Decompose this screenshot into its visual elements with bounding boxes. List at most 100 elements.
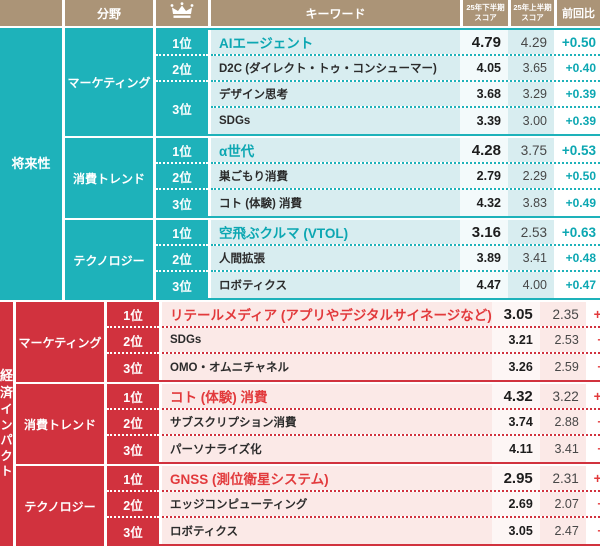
table-row: 1位 α世代 4.28 3.75 +0.53 (156, 138, 600, 164)
keyword-cell: SDGs (211, 108, 460, 134)
rank-badge: 1位 (107, 302, 160, 328)
score-current-cell: 3.05 (491, 518, 540, 544)
diff-cell: +0.64 (585, 466, 600, 490)
rank-badge: 2位 (107, 410, 160, 436)
category-cell: マーケティング (65, 28, 153, 136)
score-previous-cell: 2.88 (539, 410, 586, 434)
score-previous-cell: 2.53 (539, 328, 586, 352)
category-cell: 消費トレンド (16, 384, 105, 464)
score-previous-cell: 3.29 (508, 82, 554, 106)
diff-cell: +0.68 (585, 328, 600, 352)
rank-badge: 3位 (107, 518, 160, 544)
section-label: 経済 インパクト (0, 302, 14, 546)
score-current-cell: 4.32 (491, 384, 540, 408)
score-previous-cell: 4.29 (508, 30, 554, 54)
diff-cell: +0.40 (554, 56, 600, 80)
rank-badge: 3位 (156, 272, 208, 298)
keyword-cell: SDGs (162, 328, 492, 352)
diff-cell: +0.39 (554, 108, 600, 134)
table-row: デザイン思考 3.68 3.29 +0.39 (211, 82, 600, 108)
header-score-current: 25年下半期 スコア (460, 0, 508, 26)
score-current-cell: 3.74 (491, 410, 540, 434)
score-current-cell: 4.79 (460, 30, 508, 54)
score-previous-cell: 2.07 (539, 492, 586, 516)
keyword-cell: エッジコンピューティング (162, 492, 492, 516)
rank-badge: 2位 (156, 246, 208, 272)
score-current-cell: 4.05 (460, 56, 508, 80)
rank-badge: 3位 (156, 190, 208, 216)
category-block-marketing: マーケティング 1位 リテールメディア (アプリやデジタルサイネージなど) 3.… (16, 302, 600, 382)
header-score-previous: 25年上半期 スコア (508, 0, 554, 26)
table-row: 1位 AIエージェント 4.79 4.29 +0.50 (156, 30, 600, 56)
diff-cell: +0.86 (585, 410, 600, 434)
table-row: 1位 GNSS (測位衛星システム) 2.95 2.31 +0.64 (107, 466, 600, 492)
score-previous-cell: 4.00 (508, 272, 554, 298)
section-label: 将来性 (0, 28, 62, 300)
diff-cell: +0.70 (585, 436, 600, 462)
category-block-consumer-trend: 消費トレンド 1位 α世代 4.28 3.75 +0.53 2位 (65, 138, 600, 218)
rank-badge: 1位 (107, 466, 160, 492)
keyword-cell: 空飛ぶクルマ (VTOL) (211, 220, 460, 244)
keyword-cell: デザイン思考 (211, 82, 460, 106)
section-future: 将来性 マーケティング 1位 AIエージェント 4.79 4.29 +0.50 (0, 28, 600, 300)
keyword-cell: サブスクリプション消費 (162, 410, 492, 434)
table-rowgroup-tied: 3位 デザイン思考 3.68 3.29 +0.39 SDGs 3.39 (156, 82, 600, 134)
keyword-cell: GNSS (測位衛星システム) (162, 466, 492, 490)
table-row: 3位 OMO・オムニチャネル 3.26 2.59 +0.67 (107, 354, 600, 380)
score-current-cell: 3.21 (491, 328, 540, 352)
score-previous-cell: 2.31 (539, 466, 586, 490)
table-row: 1位 空飛ぶクルマ (VTOL) 3.16 2.53 +0.63 (156, 220, 600, 246)
table-row: 2位 サブスクリプション消費 3.74 2.88 +0.86 (107, 410, 600, 436)
table-row: 2位 人間拡張 3.89 3.41 +0.48 (156, 246, 600, 272)
score-previous-cell: 2.35 (539, 302, 586, 326)
table-row: SDGs 3.39 3.00 +0.39 (211, 108, 600, 134)
header-rank-cell (156, 0, 208, 26)
table-header-row: 分野 キーワード 25年下半期 スコア 25年上半期 スコア 前回比 (0, 0, 600, 26)
rank-badge: 2位 (156, 56, 208, 82)
diff-cell: +0.39 (554, 82, 600, 106)
rank-badge: 3位 (156, 82, 208, 134)
score-previous-cell: 3.65 (508, 56, 554, 80)
diff-cell: +0.48 (554, 246, 600, 270)
table-row: 2位 SDGs 3.21 2.53 +0.68 (107, 328, 600, 354)
keyword-cell: パーソナライズ化 (162, 436, 492, 462)
rank-badge: 2位 (156, 164, 208, 190)
header-field: 分野 (65, 0, 153, 26)
score-current-cell: 4.28 (460, 138, 508, 162)
diff-cell: +0.50 (554, 164, 600, 188)
score-current-cell: 4.32 (460, 190, 508, 216)
rank-badge: 1位 (107, 384, 160, 410)
score-previous-cell: 2.47 (539, 518, 586, 544)
keyword-cell: コト (体験) 消費 (162, 384, 492, 408)
diff-cell: +0.50 (554, 30, 600, 54)
score-current-cell: 2.79 (460, 164, 508, 188)
rank-badge: 1位 (156, 138, 208, 164)
table-row: 3位 ロボティクス 3.05 2.47 +0.58 (107, 518, 600, 544)
header-corner-cell (0, 0, 62, 26)
score-current-cell: 3.89 (460, 246, 508, 270)
score-previous-cell: 3.75 (508, 138, 554, 162)
score-current-cell: 3.26 (491, 354, 540, 380)
keyword-cell: 巣ごもり消費 (211, 164, 460, 188)
table-row: 2位 D2C (ダイレクト・トゥ・コンシューマー) 4.05 3.65 +0.4… (156, 56, 600, 82)
score-previous-cell: 3.22 (539, 384, 586, 408)
diff-cell: +0.47 (554, 272, 600, 298)
score-current-cell: 3.68 (460, 82, 508, 106)
score-current-cell: 4.47 (460, 272, 508, 298)
keyword-cell: ロボティクス (211, 272, 460, 298)
diff-cell: +0.62 (585, 492, 600, 516)
keyword-cell: α世代 (211, 138, 460, 162)
category-block-technology: テクノロジー 1位 空飛ぶクルマ (VTOL) 3.16 2.53 +0.63 … (65, 220, 600, 300)
score-previous-cell: 3.41 (539, 436, 586, 462)
table-row: 1位 リテールメディア (アプリやデジタルサイネージなど) 3.05 2.35 … (107, 302, 600, 328)
score-previous-cell: 3.00 (508, 108, 554, 134)
keyword-cell: OMO・オムニチャネル (162, 354, 492, 380)
keyword-cell: 人間拡張 (211, 246, 460, 270)
category-block-consumer-trend: 消費トレンド 1位 コト (体験) 消費 4.32 3.22 +1.10 2位 (16, 384, 600, 464)
table-row: 3位 コト (体験) 消費 4.32 3.83 +0.49 (156, 190, 600, 216)
diff-cell: +0.70 (585, 302, 600, 326)
score-previous-cell: 2.53 (508, 220, 554, 244)
score-current-cell: 3.05 (491, 302, 540, 326)
keyword-cell: コト (体験) 消費 (211, 190, 460, 216)
